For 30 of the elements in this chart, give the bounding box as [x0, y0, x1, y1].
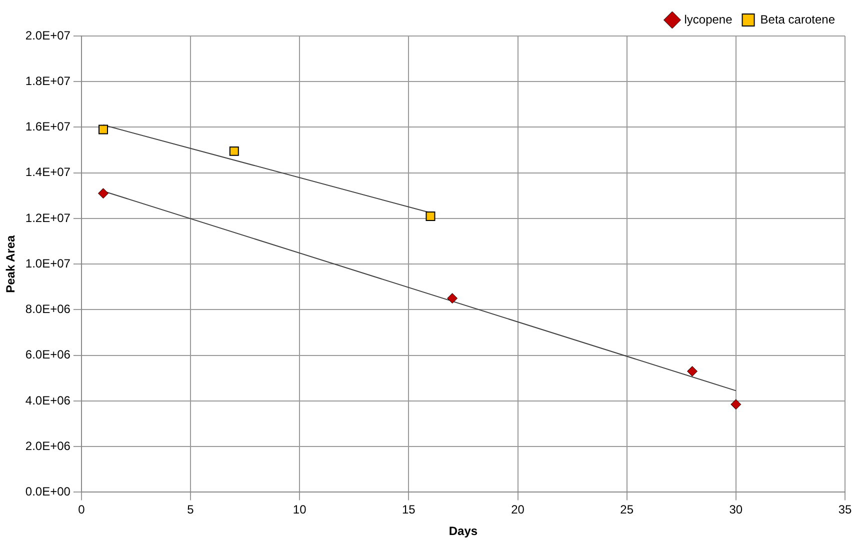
legend-label: lycopene	[684, 12, 733, 26]
y-tick-label: 6.0E+06	[25, 348, 71, 362]
point	[229, 146, 239, 156]
x-tick-label: 0	[78, 502, 86, 517]
point	[687, 366, 698, 377]
y-tick-label: 2.0E+06	[25, 438, 71, 453]
x-tick-label: 20	[511, 502, 525, 517]
y-tick-label: 1.6E+07	[25, 120, 71, 134]
y-tick-label: 8.0E+06	[25, 302, 71, 316]
x-tick-label: 15	[402, 502, 416, 517]
x-tick-label: 25	[620, 502, 634, 517]
y-tick-label: 1.0E+07	[25, 256, 71, 270]
point	[730, 399, 742, 410]
x-axis-title: Days	[448, 524, 478, 538]
x-tick-label: 5	[187, 502, 194, 517]
y-tick-label: 4.0E+06	[25, 393, 71, 408]
x-tick-label: 10	[292, 502, 307, 517]
x-tick-label: 30	[729, 502, 743, 517]
y-tick-label: 1.8E+07	[25, 74, 71, 88]
y-tick-label: 1.2E+07	[25, 210, 71, 225]
y-tick-label: 1.4E+07	[25, 165, 71, 180]
point	[98, 124, 108, 134]
point	[426, 211, 436, 221]
y-tick-label: 2.0E+07	[25, 28, 71, 42]
y-axis-title: Peak Area	[4, 234, 18, 293]
y-tick-label: 0.0E+00	[25, 484, 71, 499]
legend-label: Beta carotene	[760, 12, 836, 26]
point	[447, 293, 458, 304]
x-tick-label: 35	[838, 502, 852, 517]
point	[98, 188, 109, 199]
